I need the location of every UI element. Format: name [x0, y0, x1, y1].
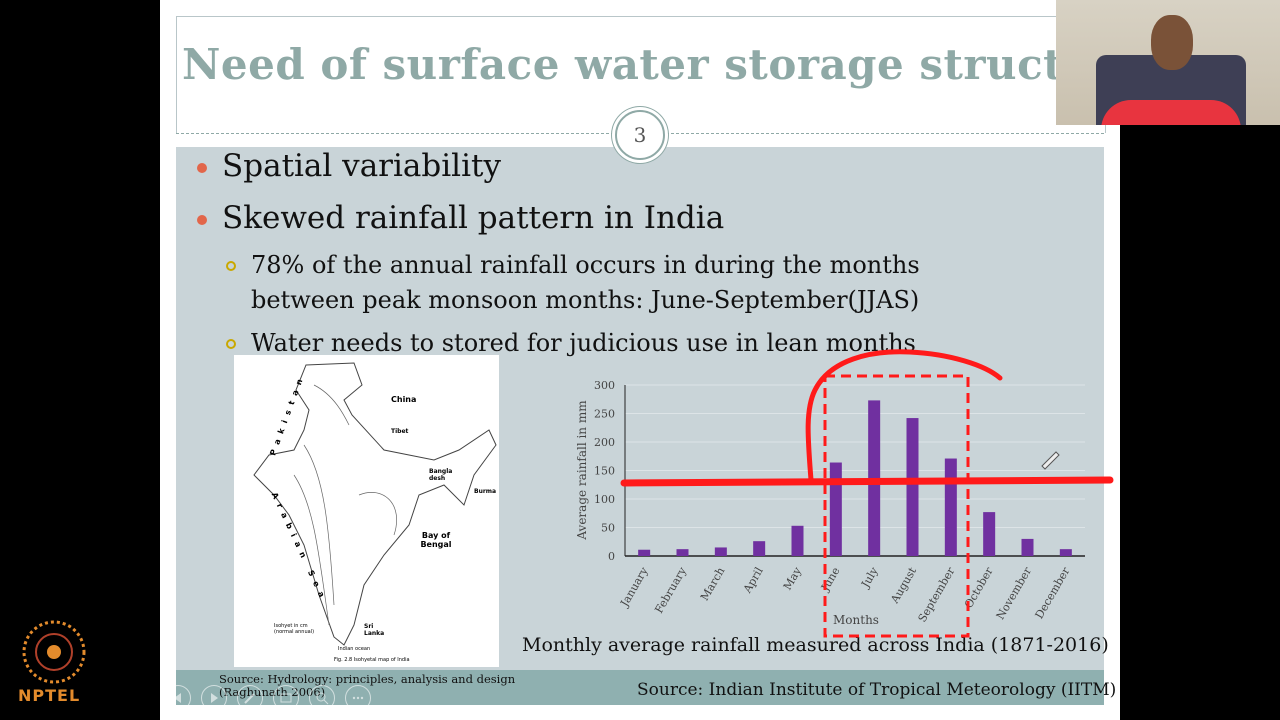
y-axis-title: Average rainfall in mm — [575, 400, 589, 541]
annotation-threshold-line — [620, 476, 1114, 487]
next-icon[interactable] — [201, 685, 227, 711]
presenter-head — [1151, 15, 1193, 70]
previous-icon[interactable] — [165, 685, 191, 711]
presenter-shirt — [1101, 100, 1241, 125]
x-tick-label: August — [888, 565, 920, 607]
slideshow-controls — [165, 685, 371, 711]
bar-january — [638, 549, 651, 556]
x-axis-title: Months — [833, 613, 879, 627]
x-tick-label: February — [652, 564, 689, 615]
bar-march — [714, 547, 727, 556]
more-icon[interactable] — [345, 685, 371, 711]
nptel-logo — [14, 614, 94, 709]
annotation-dashed-box — [823, 374, 970, 638]
x-tick-label: April — [740, 565, 766, 596]
bullet-dot — [197, 163, 207, 173]
chart-source: Source: Indian Institute of Tropical Met… — [637, 680, 1117, 700]
bar-october — [983, 512, 996, 556]
bullet-spatial: Spatial variability — [222, 148, 501, 184]
y-tick-label: 50 — [601, 522, 615, 535]
bar-november — [1021, 538, 1034, 556]
pen-icon[interactable] — [237, 685, 263, 711]
bar-june — [829, 462, 842, 556]
sub-bullet-storage: Water needs to stored for judicious use … — [251, 329, 916, 357]
map-source-line1: Source: Hydrology: principles, analysis … — [219, 672, 516, 686]
map-figure-caption: Fig. 2.8 Isohyetal map of India — [334, 657, 410, 663]
y-tick-label: 100 — [594, 493, 615, 506]
annotation-peak-curve — [805, 349, 1003, 483]
map-label: Burma — [474, 488, 497, 495]
x-tick-label: January — [617, 564, 651, 609]
webcam-video — [1056, 0, 1280, 125]
y-tick-label: 300 — [594, 379, 615, 392]
sub-bullet-ring — [226, 261, 236, 271]
bar-september — [944, 458, 957, 556]
map-label: Sri Lanka — [364, 623, 385, 637]
map-label: Bay of Bengal — [420, 531, 452, 549]
x-tick-label: September — [916, 564, 958, 624]
bullet-skewed: Skewed rainfall pattern in India — [222, 200, 725, 236]
x-tick-label: July — [858, 564, 881, 590]
y-tick-label: 200 — [594, 436, 615, 449]
map-legend: Isohyet in cm (normal annual) — [274, 623, 315, 635]
nptel-logo-text: NPTEL — [18, 686, 81, 705]
map-label: Indian ocean — [338, 646, 371, 652]
sub-bullet-78-line2: between peak monsoon months: June-Septem… — [251, 286, 920, 314]
bar-february — [676, 549, 689, 556]
nptel-emblem-icon — [22, 620, 86, 684]
map-label: Tibet — [391, 428, 409, 435]
sub-bullet-78-line1: 78% of the annual rainfall occurs in dur… — [251, 251, 920, 279]
chart-caption: Monthly average rainfall measured across… — [522, 634, 1109, 656]
x-tick-label: May — [781, 564, 805, 592]
bar-april — [753, 541, 766, 556]
map-label: China — [391, 395, 417, 404]
y-tick-label: 250 — [594, 408, 615, 421]
bar-december — [1059, 549, 1072, 556]
slide-title: Need of surface water storage structure — [182, 40, 1144, 89]
sub-bullet-ring — [226, 339, 236, 349]
india-map-outline — [253, 362, 497, 646]
pen-cursor-icon — [1041, 451, 1060, 470]
x-tick-label: December — [1033, 564, 1073, 621]
x-tick-label: March — [698, 565, 727, 603]
x-tick-label: June — [818, 565, 842, 594]
y-tick-label: 150 — [594, 465, 615, 478]
slide-number: 3 — [615, 110, 665, 160]
y-tick-label: 0 — [608, 550, 615, 563]
zoom-icon[interactable] — [309, 685, 335, 711]
bullet-dot — [197, 215, 207, 225]
slides-icon[interactable] — [273, 685, 299, 711]
map-label: Bangla desh — [429, 468, 453, 482]
isohyetal-map: China Tibet Pakistan Arabian Sea Bay of … — [234, 355, 499, 667]
x-tick-label: November — [994, 564, 1035, 622]
bar-may — [791, 525, 804, 556]
bar-august — [906, 418, 919, 556]
